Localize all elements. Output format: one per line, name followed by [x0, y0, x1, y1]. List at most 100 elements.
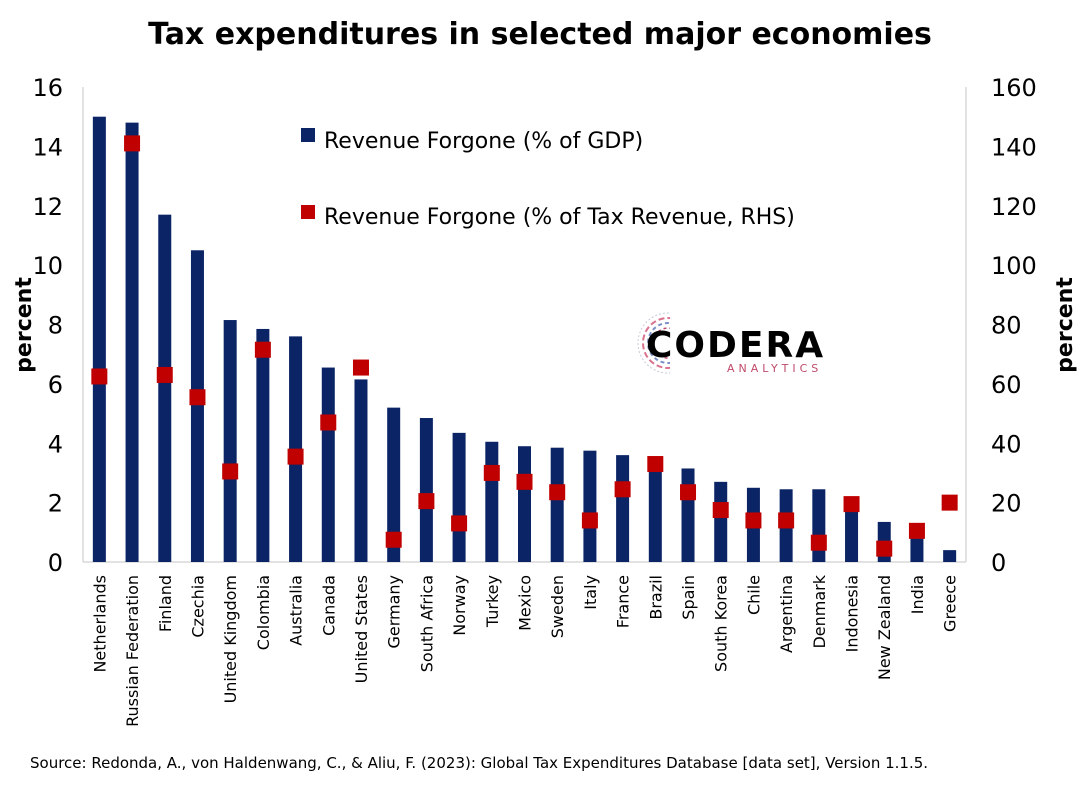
logo-mark-icon	[637, 312, 704, 374]
marker	[908, 522, 925, 539]
left-tick-label: 10	[32, 252, 63, 280]
marker	[516, 473, 533, 490]
marker	[647, 456, 664, 473]
category-label: Brazil	[646, 575, 665, 620]
marker	[581, 512, 598, 529]
legend: Revenue Forgone (% of GDP) Revenue Forgo…	[301, 128, 795, 230]
category-label: Italy	[581, 575, 600, 610]
marker	[549, 484, 566, 501]
bar	[256, 328, 270, 562]
marker	[810, 534, 827, 551]
bar	[583, 450, 597, 562]
bar	[943, 550, 957, 563]
marker	[254, 341, 271, 358]
bar	[485, 441, 499, 562]
category-label: South Africa	[417, 575, 436, 672]
category-labels: Netherlands Russian Federation Finland Czec…	[90, 574, 959, 727]
left-axis-title: percent	[12, 277, 37, 373]
marker	[843, 496, 860, 513]
right-tick-label: 140	[991, 133, 1037, 161]
left-tick-label: 0	[48, 549, 63, 577]
marker	[941, 494, 958, 511]
marker	[287, 448, 304, 465]
bar	[354, 379, 368, 562]
bar	[92, 116, 106, 562]
bar	[550, 447, 564, 562]
category-label: Chile	[744, 575, 763, 615]
marker	[680, 484, 697, 501]
marker-series	[91, 135, 958, 557]
marker	[156, 366, 173, 383]
marker	[222, 463, 239, 480]
bar	[812, 489, 826, 562]
right-tick-label: 100	[991, 252, 1037, 280]
bar	[419, 418, 433, 562]
left-tick-label: 16	[32, 74, 63, 102]
legend-swatch-marker	[301, 205, 315, 219]
legend-label-bar: Revenue Forgone (% of GDP)	[324, 129, 643, 154]
category-label: Czechia	[188, 575, 207, 638]
category-label: New Zealand	[875, 575, 894, 680]
category-label: France	[614, 575, 633, 628]
bar	[845, 504, 859, 562]
left-tick-label: 6	[48, 371, 63, 399]
category-label: Colombia	[254, 575, 273, 650]
left-tick-label: 14	[32, 133, 63, 161]
marker	[385, 531, 402, 548]
right-tick-label: 0	[991, 549, 1006, 577]
bar	[648, 462, 662, 562]
left-tick-label: 12	[32, 193, 63, 221]
bar	[321, 367, 335, 562]
left-tick-label: 2	[48, 490, 63, 518]
category-label: South Korea	[712, 575, 731, 672]
left-tick-label: 8	[48, 312, 63, 340]
legend-swatch-bar	[301, 128, 315, 142]
bar	[125, 122, 139, 563]
bar	[223, 320, 237, 562]
bar	[190, 250, 204, 562]
category-label: Turkey	[483, 575, 502, 628]
category-label: Russian Federation	[123, 575, 142, 727]
category-label: Denmark	[810, 574, 829, 648]
right-tick-label: 120	[991, 193, 1037, 221]
legend-label-marker: Revenue Forgone (% of Tax Revenue, RHS)	[324, 205, 795, 230]
category-label: Argentina	[777, 575, 796, 653]
marker	[712, 502, 729, 519]
category-label: Canada	[319, 575, 338, 636]
category-label: India	[908, 575, 927, 614]
marker	[778, 512, 795, 529]
right-tick-label: 40	[991, 430, 1022, 458]
marker	[189, 389, 206, 406]
bar	[158, 214, 172, 562]
category-label: Spain	[679, 575, 698, 620]
category-label: Australia	[287, 575, 306, 646]
right-tick-label: 80	[991, 312, 1022, 340]
bar	[681, 468, 695, 562]
category-label: Indonesia	[843, 575, 862, 652]
category-label: United States	[352, 575, 371, 683]
bar	[616, 455, 630, 563]
category-label: Greece	[941, 575, 960, 632]
marker	[483, 464, 500, 481]
marker	[876, 540, 893, 557]
left-tick-labels: 0 2 4 6 8 10 12 14 16	[32, 74, 63, 577]
right-tick-label: 20	[991, 490, 1022, 518]
category-label: Finland	[156, 575, 175, 632]
marker	[124, 135, 141, 152]
bar-series	[92, 116, 957, 563]
category-label: Germany	[385, 575, 404, 649]
right-tick-label: 160	[991, 74, 1037, 102]
marker	[451, 515, 468, 532]
right-tick-labels: 0 20 40 60 80 100 120 140 160	[991, 74, 1037, 577]
left-tick-label: 4	[48, 430, 63, 458]
bar	[387, 407, 401, 563]
bar	[714, 481, 728, 562]
marker	[352, 359, 369, 376]
logo-wordmark: CODERA	[646, 325, 825, 366]
codera-logo: CODERA ANALYTICS	[637, 312, 825, 375]
category-label: Norway	[450, 575, 469, 636]
marker	[418, 493, 435, 510]
logo-subtitle: ANALYTICS	[727, 362, 822, 375]
